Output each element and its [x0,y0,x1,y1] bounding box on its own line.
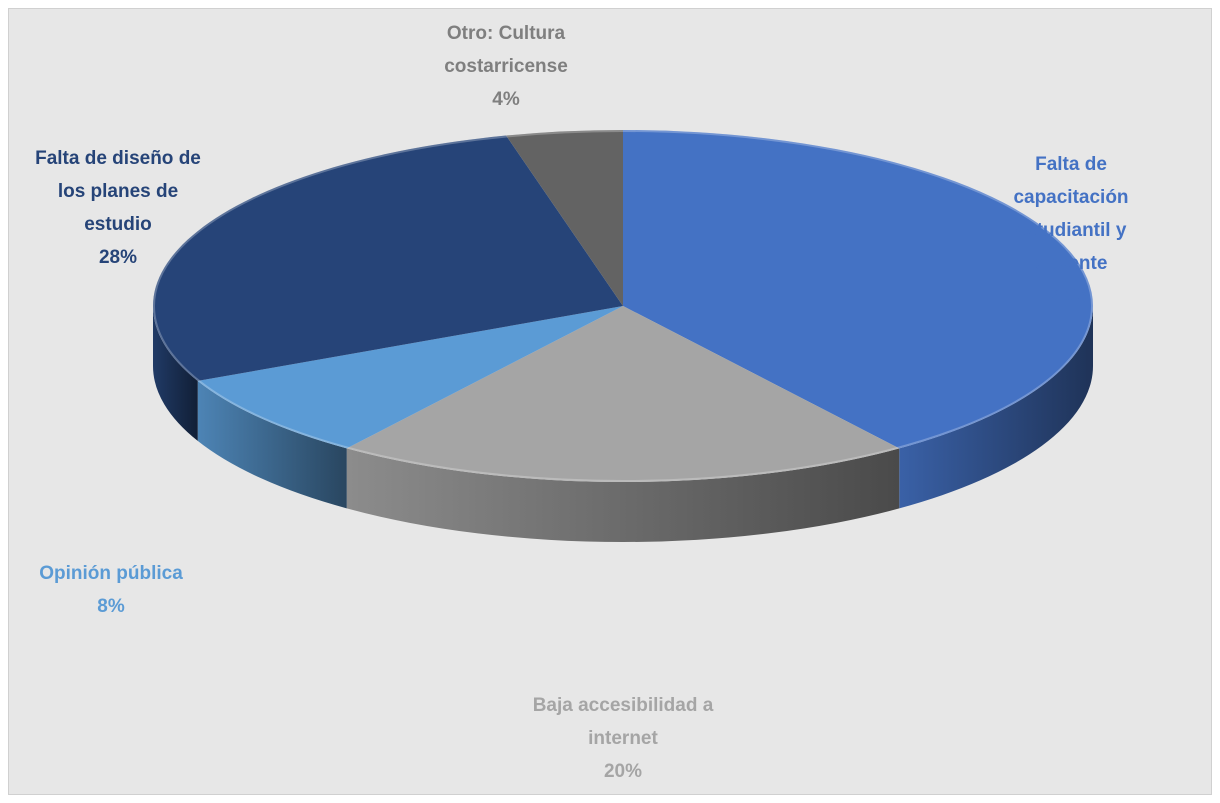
pie-chart [152,130,1093,542]
label-line: costarricense [444,56,568,77]
label-line: Baja accesibilidad a [532,695,714,716]
label-line: capacitación [1013,187,1129,208]
label-line: docente [1034,253,1108,274]
data-label-accesibilidad: Baja accesibilidad a internet 20% [493,689,753,788]
label-line: los planes de [57,181,179,202]
label-line: estudio [84,214,152,235]
pie-slice [506,130,623,306]
data-label-otro: Otro: Cultura costarricense 4% [411,17,601,116]
label-line: Falta de diseño de [35,148,201,169]
pie-slice [152,135,623,381]
label-percent: 4% [492,89,520,110]
label-percent: 40% [1051,286,1091,307]
pie-top-faces [152,130,1093,483]
data-label-opinion: Opinión pública 8% [11,557,211,623]
pie-rim-highlight [153,130,1093,482]
label-line: internet [588,728,658,749]
pie-side-wall [197,380,347,509]
label-percent: 20% [603,761,643,782]
data-label-capacitacion: Falta de capacitación estudiantil y doce… [996,148,1146,313]
label-line: Otro: Cultura [446,23,566,44]
label-line: estudiantil y [1015,220,1127,241]
data-label-diseno: Falta de diseño de los planes de estudio… [3,142,233,274]
pie-slice [623,130,1093,449]
pie-side-wall [153,306,198,441]
pie-side-walls [153,306,1093,542]
pie-slice [346,306,900,483]
pie-side-wall [346,448,900,542]
label-line: Opinión pública [39,563,183,584]
chart-area: Falta de capacitación estudiantil y doce… [8,8,1212,795]
label-percent: 8% [97,596,125,617]
label-line: Falta de [1035,154,1107,175]
pie-slice [197,306,623,449]
pie-side-wall [899,306,1093,509]
label-percent: 28% [98,247,138,268]
